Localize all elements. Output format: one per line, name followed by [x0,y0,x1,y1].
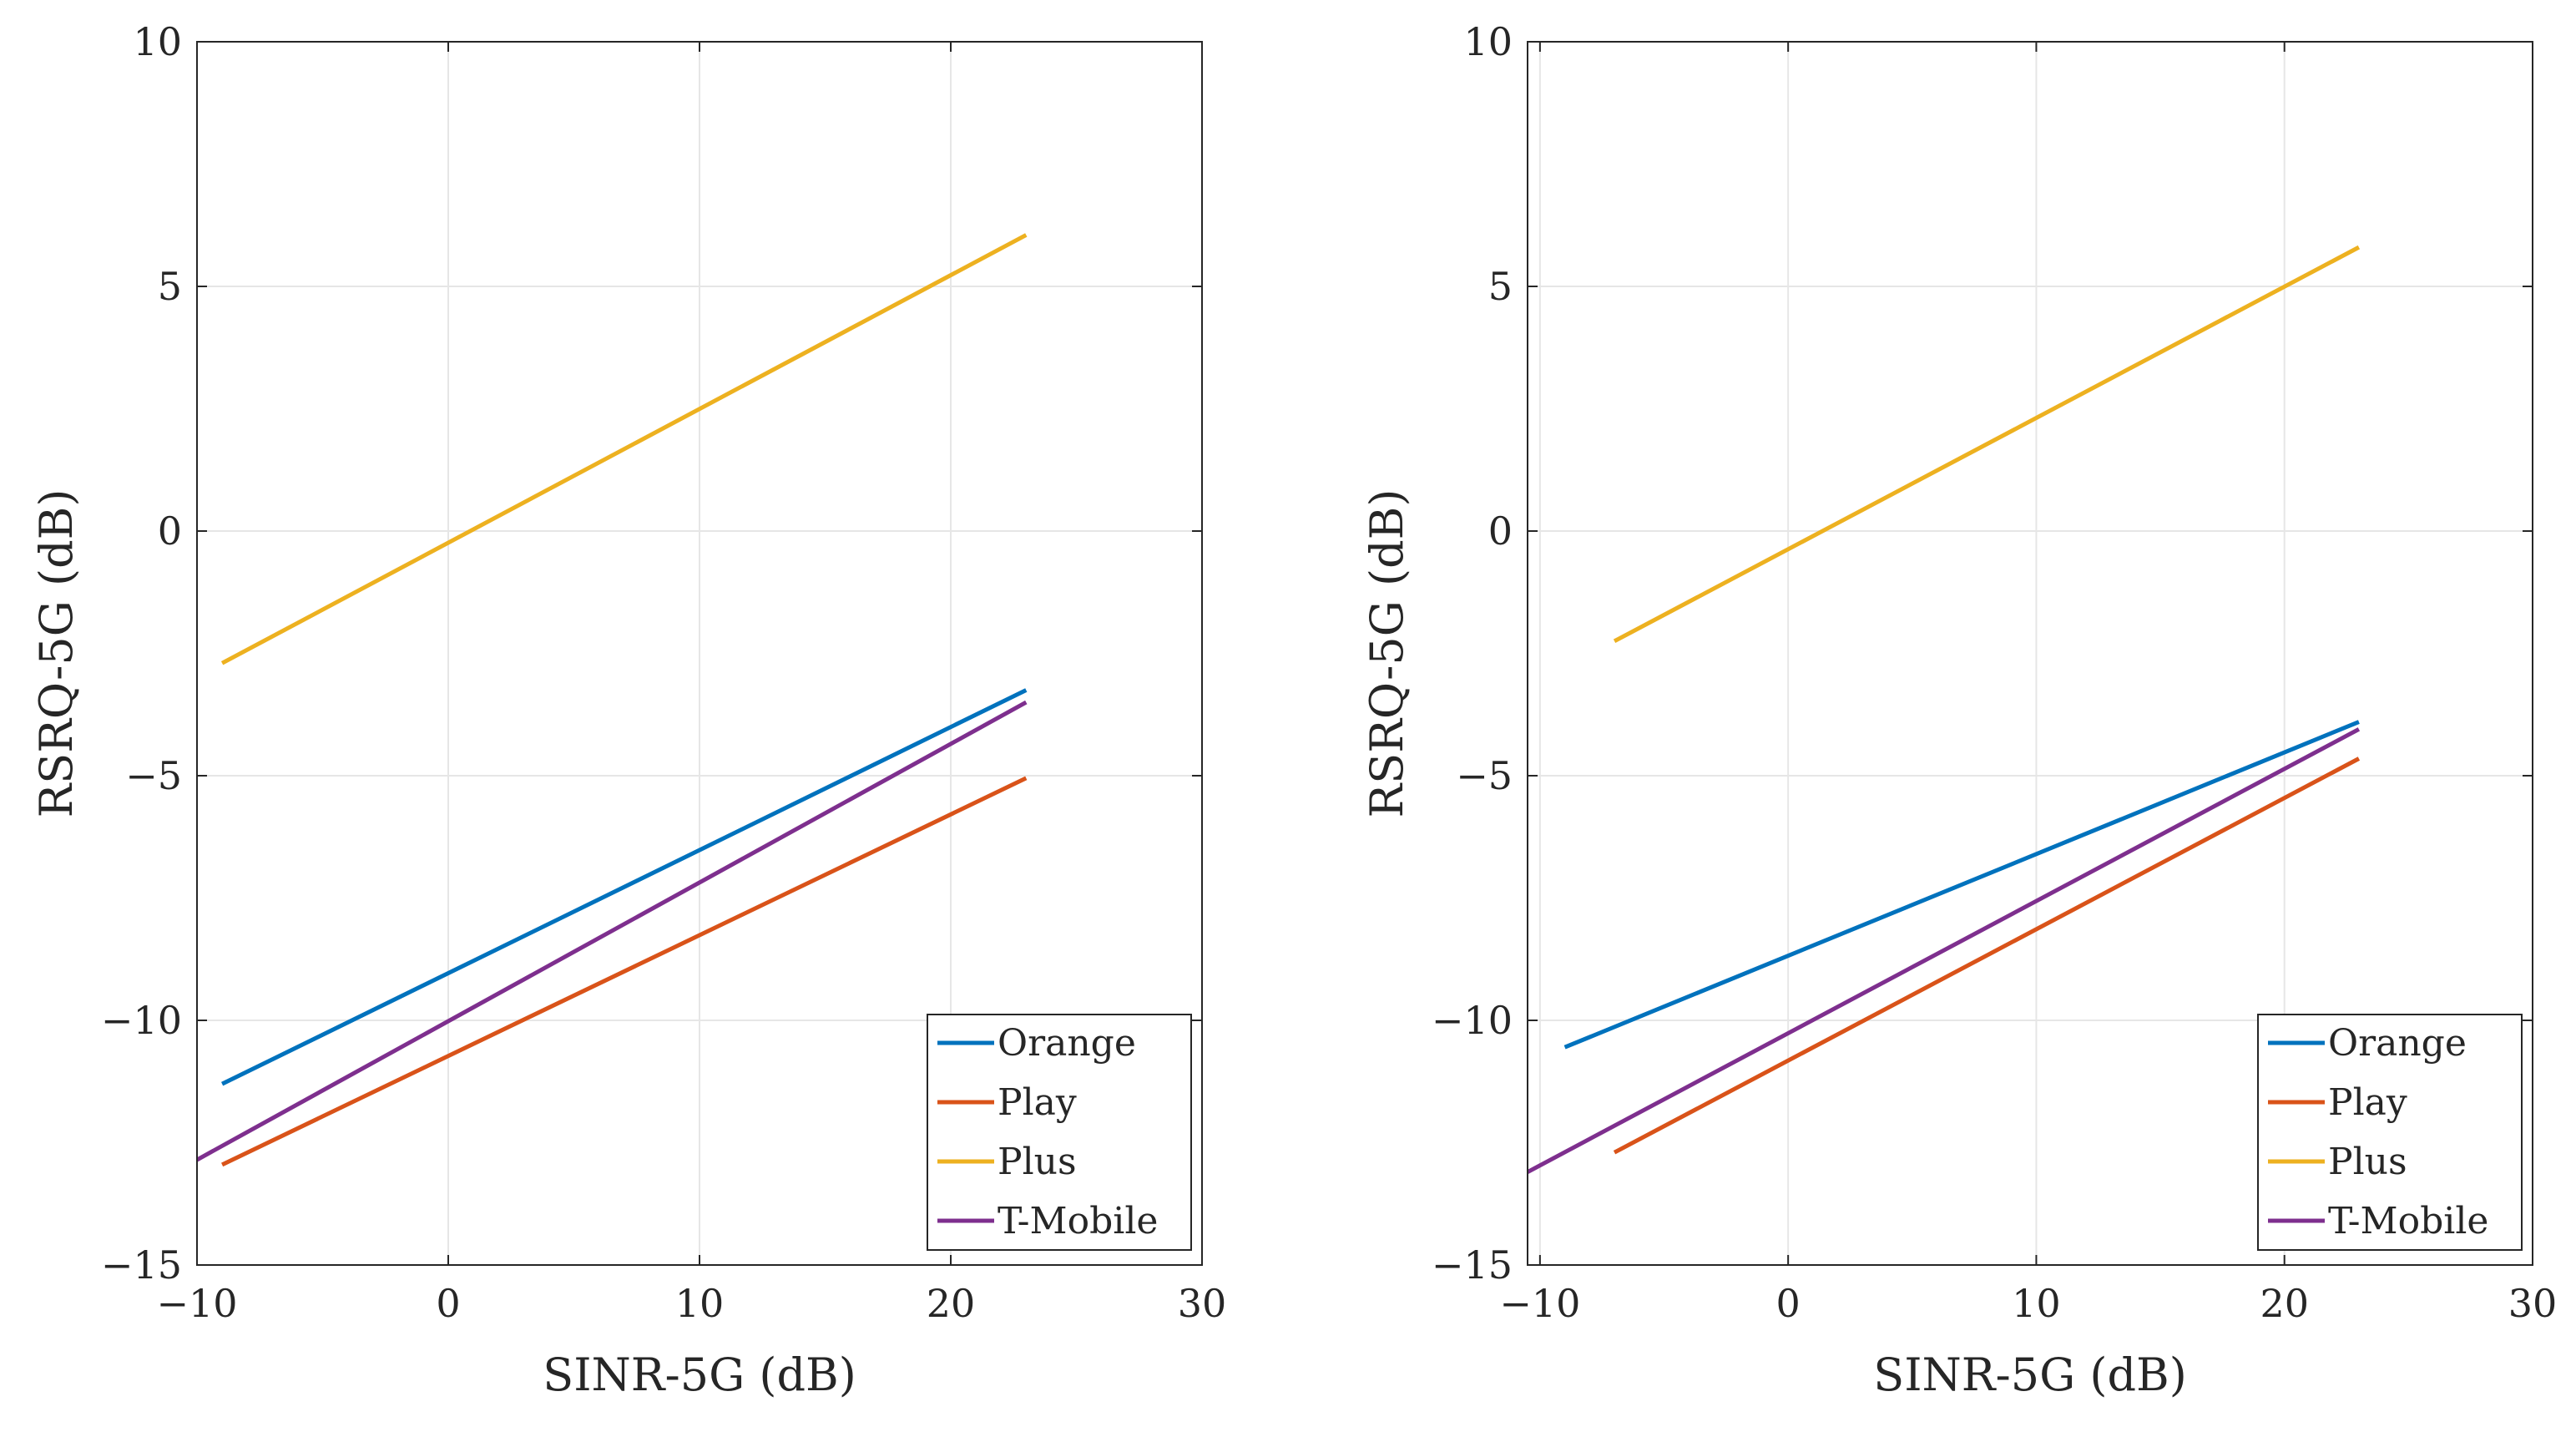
legend: Orange Play Plus T-Mobile [2257,1014,2523,1251]
legend: Orange Play Plus T-Mobile [927,1014,1192,1251]
x-tick-label: 0 [1776,1281,1801,1326]
series-line-play [221,776,1028,1167]
x-tick-label: 0 [436,1281,460,1326]
x-tick-label: 20 [927,1281,976,1326]
series-line-play [1613,756,2361,1155]
y-tick-label: −5 [125,753,182,798]
y-tick-label: 10 [1463,19,1513,64]
y-tick-label: −15 [101,1242,182,1288]
legend-label-plus: Plus [998,1141,1077,1183]
y-tick-label: 10 [133,19,182,64]
y-tick-label: −10 [101,998,182,1043]
legend-box [927,1014,1192,1251]
y-tick-label: 5 [1488,264,1513,309]
x-tick-label: 10 [675,1281,725,1326]
y-axis-label: RSRQ-5G (dB) [30,489,83,818]
x-tick-label: 10 [2012,1281,2061,1326]
series-line-t-mobile [195,700,1028,1162]
legend-label-orange: Orange [998,1022,1136,1065]
x-tick-label: 30 [2508,1281,2558,1326]
series-line-orange [1563,720,2360,1050]
y-tick-label: −5 [1456,753,1513,798]
legend-box [2257,1014,2523,1251]
legend-label-orange: Orange [2328,1022,2467,1065]
legend-label-t-mobile: T-Mobile [2328,1200,2488,1242]
x-tick-label: 20 [2260,1281,2309,1326]
legend-label-play: Play [998,1081,1077,1124]
x-axis-label: SINR-5G (dB) [1873,1349,2187,1401]
y-tick-label: −15 [1432,1242,1513,1288]
series-line-t-mobile [1526,727,2361,1174]
x-axis-label: SINR-5G (dB) [543,1349,856,1401]
y-axis-label: RSRQ-5G (dB) [1361,489,1413,818]
legend-label-plus: Plus [2328,1141,2407,1183]
axes-box [1527,41,2533,1266]
x-tick-label: 30 [1178,1281,1227,1326]
y-tick-label: 5 [158,264,182,309]
legend-label-play: Play [2328,1081,2407,1124]
y-tick-label: 0 [1488,509,1513,554]
legend-label-t-mobile: T-Mobile [998,1200,1158,1242]
x-tick-label: −10 [1499,1281,1580,1326]
x-tick-label: −10 [156,1281,237,1326]
y-tick-label: −10 [1432,998,1513,1043]
series-line-orange [221,688,1028,1086]
series-line-plus [1613,245,2361,644]
y-tick-label: 0 [158,509,182,554]
series-line-plus [220,233,1028,665]
